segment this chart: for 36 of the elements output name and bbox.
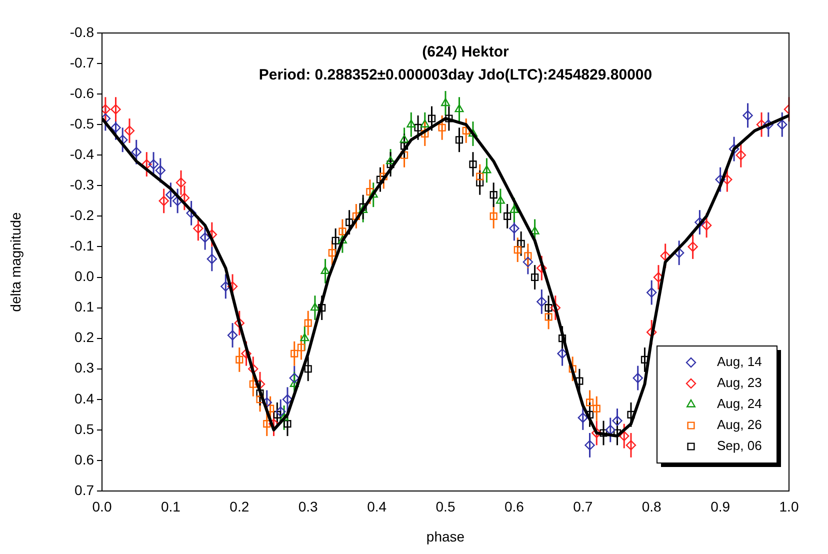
x-tick-label: 0.6 [504, 498, 524, 514]
y-tick-label: -0.6 [70, 84, 94, 101]
y-tick-label: -0.2 [70, 207, 94, 224]
y-tick-label: 0.3 [74, 360, 94, 376]
x-tick-label: 0.2 [230, 498, 250, 514]
y-tick-label: 0.2 [74, 329, 94, 346]
legend-label: Aug, 14 [717, 354, 762, 370]
text: (624) Hektor [422, 44, 510, 61]
x-tick-label: 0.3 [298, 498, 318, 514]
x-tick-label: 0.5 [436, 498, 456, 514]
y-tick-label: 0.0 [74, 268, 94, 284]
x-tick-label: 0.1 [160, 498, 181, 514]
legend-label: Sep, 06 [717, 438, 762, 454]
y-tick-label: -0.3 [70, 176, 94, 193]
text: Period: 0.288352±0.000003day Jdo(LTC):2454829.80000 [258, 66, 652, 84]
y-tick-label: 0.1 [74, 298, 94, 315]
x-tick-label: 1.0 [779, 498, 799, 514]
legend-label: Aug, 23 [717, 375, 762, 390]
x-tick-label: 0.7 [573, 498, 593, 514]
y-tick-label: 0.5 [74, 420, 94, 437]
y-tick-label: -0.1 [70, 238, 94, 254]
legend-label: Aug, 24 [717, 396, 762, 412]
y-tick-label: -0.7 [70, 54, 94, 70]
x-tick-label: 0.4 [367, 498, 387, 514]
x-axis-title: phase [426, 528, 465, 544]
y-axis-title: delta magnitude [7, 212, 24, 312]
y-tick-label: -0.5 [70, 115, 94, 132]
x-tick-label: 0.0 [92, 498, 112, 514]
x-tick-label: 0.9 [710, 498, 730, 514]
y-tick-label: -0.8 [70, 24, 94, 40]
y-tick-label: 0.7 [74, 482, 94, 498]
y-tick-label: 0.6 [74, 451, 94, 468]
legend-label: Aug, 26 [717, 417, 762, 432]
y-tick-label: -0.4 [70, 146, 94, 162]
x-tick-label: 0.8 [642, 498, 662, 514]
y-tick-label: 0.4 [74, 390, 94, 406]
